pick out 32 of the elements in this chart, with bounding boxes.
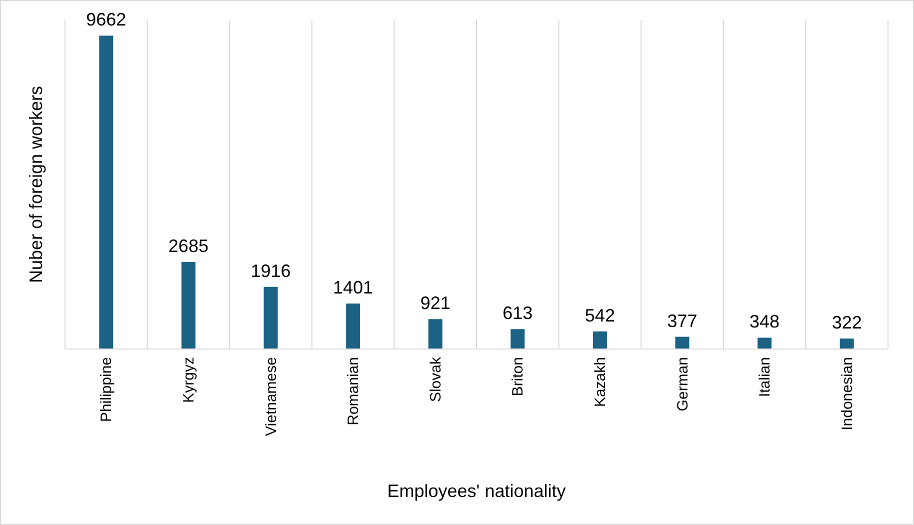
bar xyxy=(264,286,278,349)
bar xyxy=(510,329,525,349)
y-axis-title: Nuber of foreign workers xyxy=(26,86,46,284)
bar xyxy=(840,338,854,349)
bar xyxy=(346,304,360,349)
data-label: 613 xyxy=(502,303,533,324)
x-tick-label: Kazakh xyxy=(592,357,609,408)
x-tick-label: German xyxy=(674,357,692,412)
data-label: 9662 xyxy=(86,10,126,30)
bar xyxy=(428,319,442,349)
bar xyxy=(592,331,607,349)
x-tick-label: Kyrgyz xyxy=(180,357,198,403)
data-label: 348 xyxy=(750,312,780,332)
bar xyxy=(675,336,690,349)
bar xyxy=(758,338,772,349)
x-tick-label: Briton xyxy=(510,357,527,396)
data-label: 542 xyxy=(584,305,615,326)
x-tick-label: Indonesian xyxy=(838,357,856,430)
x-tick-label: Vietnamese xyxy=(262,357,280,436)
data-label: 322 xyxy=(832,312,862,333)
x-tick-label: Slovak xyxy=(427,356,444,402)
x-axis-title: Employees' nationality xyxy=(387,481,566,501)
data-label: 921 xyxy=(420,293,450,314)
x-tick-label: Italian xyxy=(756,357,774,398)
data-label: 1916 xyxy=(250,260,291,281)
bar xyxy=(99,36,114,349)
data-label: 2685 xyxy=(168,236,208,256)
bar xyxy=(181,262,196,349)
data-label: 1401 xyxy=(333,278,374,298)
x-tick-label: Romanian xyxy=(345,357,362,426)
data-label: 377 xyxy=(667,310,698,331)
x-tick-label: Philippine xyxy=(98,357,116,422)
